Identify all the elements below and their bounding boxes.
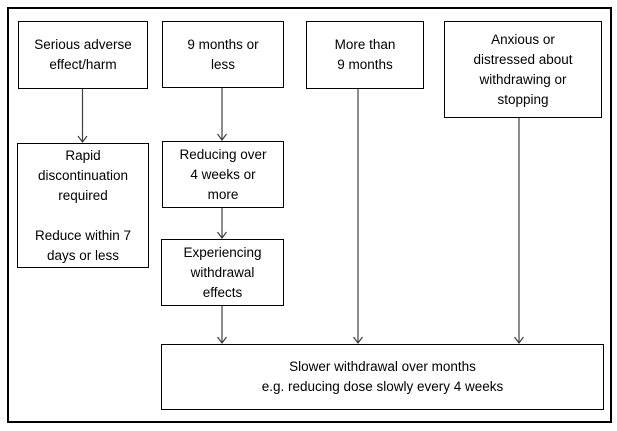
node-experiencing-withdrawal: Experiencing withdrawal effects	[161, 239, 284, 306]
node-slower-withdrawal: Slower withdrawal over months e.g. reduc…	[161, 344, 604, 410]
node-anxious-distressed: Anxious or distressed about withdrawing …	[444, 21, 602, 118]
node-label-rapid-discontinuation: Rapid discontinuation required Reduce wi…	[34, 147, 132, 263]
node-reducing-over-4-weeks: Reducing over 4 weeks or more	[162, 141, 284, 208]
node-serious-adverse-effect: Serious adverse effect/harm	[18, 21, 148, 89]
node-label-nine-months-or-less: 9 months or less	[187, 36, 259, 72]
node-label-experiencing-withdrawal: Experiencing withdrawal effects	[183, 244, 262, 300]
node-label-reducing-over-4-weeks: Reducing over 4 weeks or more	[179, 146, 267, 202]
node-more-than-nine-months: More than 9 months	[306, 21, 424, 89]
outer-frame	[7, 7, 612, 423]
node-label-serious-adverse: Serious adverse effect/harm	[34, 37, 132, 72]
node-nine-months-or-less: 9 months or less	[162, 21, 284, 88]
node-label-anxious-distressed: Anxious or distressed about withdrawing …	[473, 31, 573, 107]
node-label-more-than-nine-months: More than 9 months	[334, 37, 396, 72]
node-rapid-discontinuation: Rapid discontinuation required Reduce wi…	[17, 143, 149, 268]
node-label-slower-withdrawal: Slower withdrawal over months e.g. reduc…	[261, 359, 504, 394]
